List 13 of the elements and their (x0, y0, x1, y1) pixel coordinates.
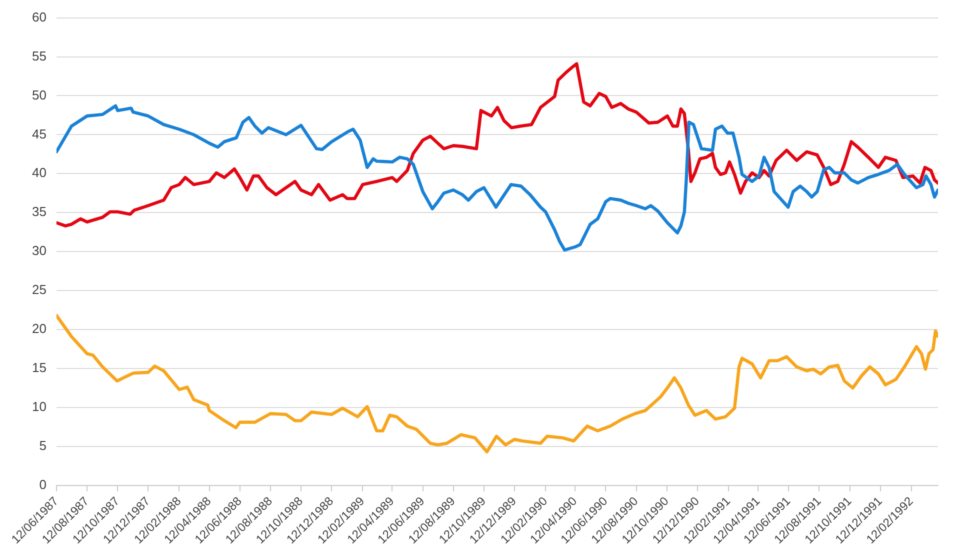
y-tick-label: 50 (32, 87, 46, 102)
y-tick-label: 30 (32, 243, 46, 258)
y-tick-label: 5 (39, 438, 46, 453)
y-tick-label: 35 (32, 204, 46, 220)
y-tick-label: 25 (32, 282, 46, 298)
y-tick-label: 20 (32, 321, 46, 336)
y-tick-label: 55 (32, 48, 46, 64)
y-tick-label: 15 (32, 360, 46, 376)
y-tick-label: 40 (32, 165, 46, 180)
y-tick-label: 10 (32, 399, 46, 414)
y-tick-label: 45 (32, 126, 46, 142)
y-tick-label: 0 (39, 476, 46, 492)
y-tick-label: 60 (32, 9, 46, 24)
